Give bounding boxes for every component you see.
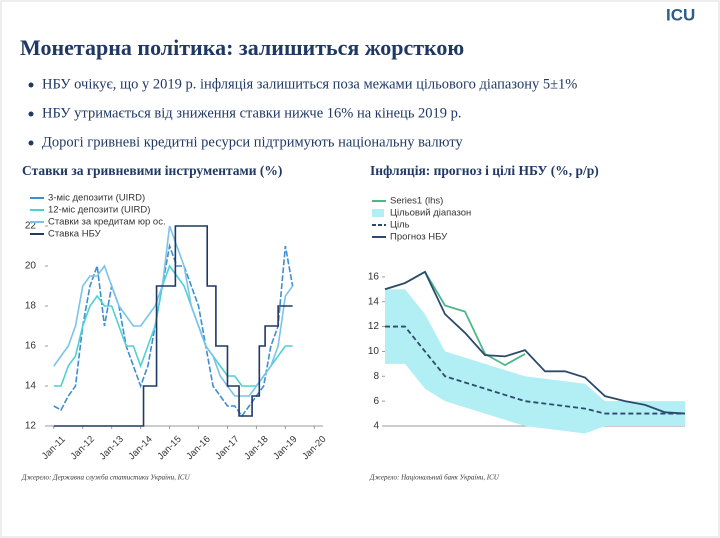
- target-band: [585, 383, 605, 434]
- chart-title: Ставки за гривневими інструментами (%): [22, 163, 282, 178]
- series-line: [53, 225, 293, 427]
- y-tick-label: 10: [368, 346, 380, 357]
- legend-swatch: [372, 209, 384, 217]
- legend-label: Ставка НБУ: [48, 229, 102, 240]
- target-band: [425, 314, 445, 402]
- series-line: [53, 225, 294, 397]
- y-tick-label: 16: [25, 341, 37, 352]
- y-tick-label: 4: [373, 421, 379, 432]
- y-tick-label: 14: [368, 296, 380, 307]
- legend-label: Цільовий діапазон: [390, 208, 471, 219]
- y-tick-label: 22: [25, 221, 37, 232]
- y-tick-label: 20: [25, 261, 37, 272]
- bullet-dot: [28, 111, 34, 117]
- y-tick-label: 6: [373, 396, 379, 407]
- target-band: [625, 401, 645, 426]
- source-note: Джерело: Державна служба статистики Укра…: [21, 474, 191, 482]
- series-line: [384, 270, 686, 415]
- bullet-text: НБУ очікує, що у 2019 р. інфляція залиши…: [42, 76, 577, 92]
- legend-label: Series1 (lhs): [390, 196, 443, 207]
- y-tick-label: 12: [368, 321, 380, 332]
- bullet-dot: [28, 82, 34, 88]
- y-tick-label: 14: [25, 381, 37, 392]
- series-line: [53, 264, 293, 387]
- logo: ICU: [666, 5, 695, 24]
- legend-label: Ставки за кредитам юр ос.: [48, 217, 166, 228]
- legend-label: 12-міс депозити (UIRD): [48, 205, 150, 216]
- y-tick-label: 12: [25, 421, 37, 432]
- target-band: [545, 378, 565, 431]
- source-note: Джерело: Національний банк України, ICU: [369, 474, 500, 482]
- bullet-dot: [28, 140, 34, 146]
- bullet-text: НБУ утримається від зниження ставки нижч…: [42, 105, 462, 121]
- chart-title: Інфляція: прогноз і цілі НБУ (%, р/р): [370, 163, 599, 178]
- y-tick-label: 16: [368, 271, 380, 282]
- bullet-text: Дорогі гривневі кредитні ресурси підтрим…: [42, 134, 463, 150]
- legend-label: Прогноз НБУ: [390, 232, 448, 243]
- target-band: [505, 370, 525, 426]
- legend-label: Ціль: [390, 220, 410, 231]
- target-band: [445, 351, 465, 408]
- legend-label: 3-міс депозити (UIRD): [48, 193, 145, 204]
- y-tick-label: 18: [25, 301, 37, 312]
- y-tick-label: 8: [373, 371, 379, 382]
- series-line: [385, 325, 685, 415]
- slide-title: Монетарна політика: залишиться жорсткою: [20, 35, 464, 60]
